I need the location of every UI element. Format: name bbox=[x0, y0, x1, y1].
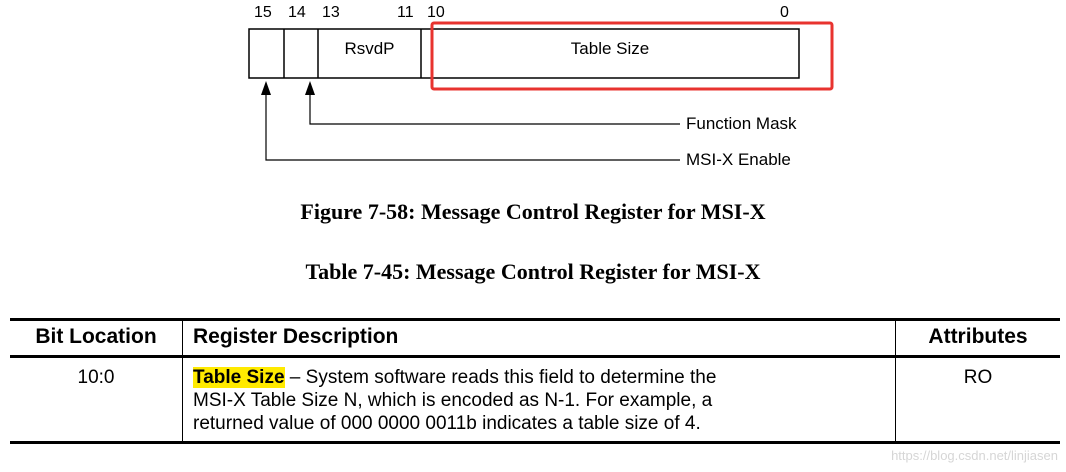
table-header-row: Bit Location Register Description Attrib… bbox=[10, 318, 1060, 358]
register-outline bbox=[248, 28, 800, 79]
table-size-highlight-box bbox=[430, 21, 834, 91]
function-mask-leader-line bbox=[309, 93, 680, 125]
description-line-3: returned value of 000 0000 0011b indicat… bbox=[193, 413, 701, 434]
bit-number-11: 11 bbox=[397, 4, 414, 21]
header-attributes: Attributes bbox=[895, 318, 1060, 358]
msix-enable-leader-line bbox=[265, 93, 680, 161]
description-line-2: MSI-X Table Size N, which is encoded as … bbox=[193, 390, 713, 411]
figure-caption: Figure 7-58: Message Control Register fo… bbox=[300, 199, 766, 224]
bit-number-10: 10 bbox=[427, 4, 445, 21]
bit-number-14: 14 bbox=[288, 4, 306, 21]
cell-bit-location: 10:0 bbox=[10, 356, 183, 444]
field-name-highlight: Table Size bbox=[193, 367, 285, 388]
cell-attributes: RO bbox=[895, 356, 1060, 444]
description-line-1: System software reads this field to dete… bbox=[305, 367, 717, 388]
description-dash: – bbox=[284, 367, 306, 388]
bit-number-0: 0 bbox=[780, 4, 789, 21]
table-size-field-label: Table Size bbox=[570, 39, 650, 58]
header-bit-location: Bit Location bbox=[10, 318, 183, 358]
cell-register-description: Table Size – System software reads this … bbox=[182, 356, 896, 444]
header-register-description: Register Description bbox=[182, 318, 896, 358]
table-row: 10:0 Table Size – System software reads … bbox=[10, 356, 1060, 444]
function-mask-arrowhead bbox=[305, 81, 315, 95]
bit-number-13: 13 bbox=[322, 4, 340, 21]
msix-enable-arrowhead bbox=[261, 81, 271, 95]
watermark-text: https://blog.csdn.net/linjiasen bbox=[891, 448, 1058, 463]
register-diagram bbox=[248, 21, 834, 161]
rsvdp-field-label: RsvdP bbox=[344, 39, 395, 58]
register-table: Bit Location Register Description Attrib… bbox=[10, 318, 1060, 444]
bit-number-15: 15 bbox=[254, 4, 272, 21]
function-mask-label: Function Mask bbox=[686, 114, 797, 133]
msix-enable-label: MSI-X Enable bbox=[686, 150, 791, 169]
table-caption: Table 7-45: Message Control Register for… bbox=[305, 259, 761, 284]
